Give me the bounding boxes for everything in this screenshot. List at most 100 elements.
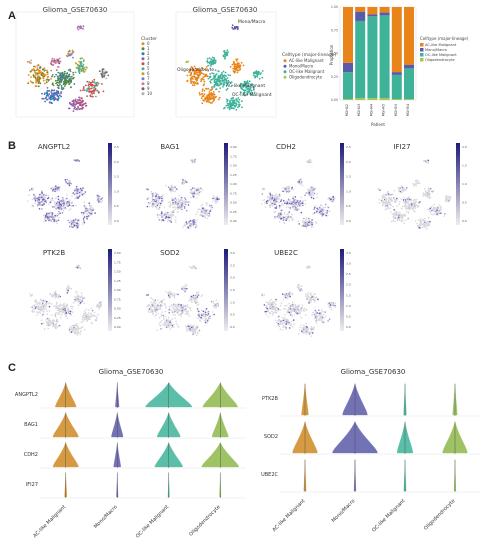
bar-segment xyxy=(391,7,402,73)
feature-plot-points xyxy=(377,159,452,230)
colorbar-tick: 1.25 xyxy=(114,279,121,283)
colorbar-tick: 0.5 xyxy=(114,204,119,208)
feature-plot-points xyxy=(145,158,220,229)
violin-category-label: Mono/Macro xyxy=(331,498,357,524)
violin-gene-label: PTK2B xyxy=(262,396,279,402)
bar-segment xyxy=(355,98,366,100)
bar-ytick: 0.75 xyxy=(331,28,338,32)
cluster-legend-label: 9 xyxy=(147,86,150,91)
celltype-legend-swatch xyxy=(283,59,287,63)
bar-segment xyxy=(343,72,353,100)
cluster-legend-swatch xyxy=(141,67,145,71)
violin-gene-label: SOD2 xyxy=(264,434,278,440)
colorbar-tick: 0.00 xyxy=(230,219,237,223)
feature-plot-title: CDH2 xyxy=(276,143,296,151)
cluster-legend-swatch xyxy=(141,92,145,96)
colorbar-tick: 2.0 xyxy=(346,160,351,164)
colorbar-tick: 2.00 xyxy=(114,251,121,255)
cluster-legend-label: 10 xyxy=(147,91,153,96)
feature-plot-title: IFI27 xyxy=(393,143,410,151)
cluster-legend-label: 4 xyxy=(147,61,150,66)
bar-legend-swatch xyxy=(420,43,424,47)
colorbar-tick: 1.00 xyxy=(230,182,237,186)
umap2-label-mono: Mono/Macro xyxy=(238,19,266,25)
colorbar xyxy=(340,249,344,331)
cluster-legend-label: 2 xyxy=(147,51,150,56)
celltype-legend-label: OC-like Malignant xyxy=(289,69,325,74)
colorbar-tick: 2.0 xyxy=(230,276,235,280)
violin-category-label: AC-like Malignant xyxy=(32,504,67,539)
umap-celltype-plot: Glioma_GSE70630 Mono/Macro Oligodendrocy… xyxy=(175,6,277,118)
colorbar-tick: 1.25 xyxy=(230,173,237,177)
colorbar-tick: 0.0 xyxy=(462,219,467,223)
bar-segment xyxy=(379,12,390,16)
bar-segment xyxy=(343,99,353,100)
bar-category-label: MGH53 xyxy=(394,104,398,116)
colorbar-tick: 1.0 xyxy=(346,304,351,308)
umap1-points xyxy=(26,25,110,112)
cluster-legend-swatch xyxy=(141,42,145,46)
colorbar-tick: 3.0 xyxy=(230,251,235,255)
bar-segment xyxy=(355,11,366,21)
colorbar-tick: 0.50 xyxy=(230,201,237,205)
bar-ytick: 0.25 xyxy=(331,75,338,79)
bar-segment xyxy=(404,68,414,100)
bar-legend-title: Celltype (major-lineage) xyxy=(420,36,469,41)
violin-category-label: Oligodendrocyte xyxy=(423,498,456,531)
bar-segment xyxy=(379,7,390,13)
bar-segment xyxy=(379,15,390,99)
feature-plot-title: UBE2C xyxy=(274,249,298,257)
colorbar-tick: 2.0 xyxy=(346,283,351,287)
violin-category-label: OC-like Malignant xyxy=(371,498,406,533)
celltype-legend-swatch xyxy=(283,70,287,74)
violin-right-title: Glioma_GSE70630 xyxy=(341,368,406,376)
feature-plot-points xyxy=(261,159,336,229)
bar-ytick: 0.00 xyxy=(331,98,338,102)
violin-category-label: OC-like Malignant xyxy=(135,504,170,539)
celltype-legend-label: Mono/Macro xyxy=(289,64,314,69)
bar-segment xyxy=(343,7,353,63)
bar-segment xyxy=(404,64,414,69)
colorbar-tick: 1.50 xyxy=(230,164,237,168)
feature-plot: BAG1 2.00 1.75 1.50 1.25 1.00 0.75 0.50 0.25 0.00 xyxy=(145,143,237,229)
celltype-legend-swatch xyxy=(283,75,287,79)
cluster-legend-label: 8 xyxy=(147,81,150,86)
bar-segment xyxy=(404,99,414,100)
cluster-legend-label: 5 xyxy=(147,66,150,71)
stacked-bar-chart: MGH42 MGH43 MGH44 MGH45 MGH53 MGH54 0.00 0.25 0.… xyxy=(329,5,469,127)
cluster-legend-swatch xyxy=(141,57,145,61)
colorbar-tick: 2.0 xyxy=(462,145,467,149)
panel-a: Glioma_GSE70630 10 Cluster 012345678910 … xyxy=(15,5,469,127)
bar-legend-label: AC-like Malignant xyxy=(425,43,457,47)
bar-legend-label: Mono/Macro xyxy=(425,48,447,52)
feature-plot: CDH2 2.5 2.0 1.5 1.0 0.5 0.0 xyxy=(261,143,351,229)
bar-segment xyxy=(391,99,402,100)
violin-gene-label: IFI27 xyxy=(26,482,38,488)
bar-segment xyxy=(404,7,414,65)
umap2-label-oc: OC-like Malignant xyxy=(232,92,272,98)
colorbar-tick: 0.0 xyxy=(346,325,351,329)
colorbar-tick: 2.0 xyxy=(114,160,119,164)
cluster-legend-swatch xyxy=(141,47,145,51)
colorbar-tick: 0.25 xyxy=(230,210,237,214)
cluster-legend-swatch xyxy=(141,62,145,66)
colorbar-tick: 1.75 xyxy=(230,154,237,158)
bar-segment xyxy=(355,7,366,12)
feature-plot-points xyxy=(145,265,220,337)
bar-legend-swatch xyxy=(420,53,424,57)
colorbar xyxy=(108,143,112,225)
colorbar-tick: 1.0 xyxy=(462,182,467,186)
bar-segment xyxy=(367,7,378,15)
feature-plot: UBE2C 3.5 3.0 2.5 2.0 1.5 1.0 0.5 0.0 xyxy=(261,249,351,337)
colorbar-tick: 0.5 xyxy=(346,204,351,208)
bar-category-label: MGH42 xyxy=(345,104,349,116)
violin-left-title: Glioma_GSE70630 xyxy=(99,368,164,376)
colorbar-tick: 2.5 xyxy=(230,263,235,267)
colorbar-tick: 2.5 xyxy=(346,145,351,149)
violin-gene-label: UBE2C xyxy=(261,472,278,478)
cluster-legend-label: 3 xyxy=(147,56,150,61)
bar-legend-swatch xyxy=(420,58,424,62)
bar-category-label: MGH43 xyxy=(357,104,361,116)
feature-plot: IFI27 2.0 1.5 1.0 0.5 0.0 xyxy=(377,143,467,230)
